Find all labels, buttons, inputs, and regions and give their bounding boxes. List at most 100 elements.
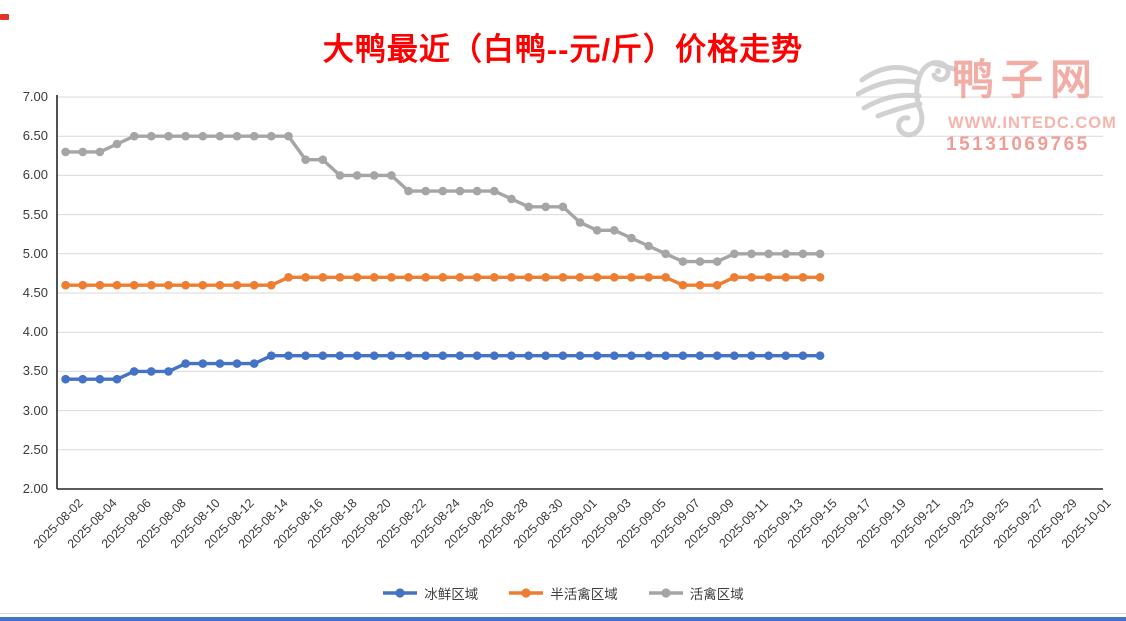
- series-point-冰鲜区域: [695, 351, 705, 361]
- series-point-冰鲜区域: [404, 351, 413, 361]
- series-point-冰鲜区域: [627, 351, 636, 361]
- series-point-半活禽区域: [575, 273, 585, 282]
- series-point-冰鲜区域: [507, 351, 516, 361]
- series-point-冰鲜区域: [490, 351, 499, 361]
- bottom-blue-bar: [0, 617, 1126, 621]
- series-point-活禽区域: [472, 186, 482, 196]
- series-point-半活禽区域: [129, 280, 139, 290]
- series-point-半活禽区域: [335, 273, 345, 282]
- series-point-冰鲜区域: [644, 351, 653, 361]
- series-point-半活禽区域: [284, 273, 293, 282]
- series-point-活禽区域: [421, 186, 431, 196]
- series-point-冰鲜区域: [147, 367, 156, 376]
- series-point-半活禽区域: [455, 273, 465, 282]
- series-point-活禽区域: [678, 257, 688, 266]
- series-point-冰鲜区域: [610, 351, 619, 361]
- series-point-冰鲜区域: [129, 367, 139, 376]
- series-point-半活禽区域: [627, 273, 636, 282]
- series-point-冰鲜区域: [352, 351, 362, 361]
- legend-item-活禽区域: 活禽区域: [648, 583, 744, 603]
- series-point-冰鲜区域: [661, 351, 670, 361]
- series-point-活禽区域: [695, 257, 705, 266]
- series-point-半活禽区域: [369, 273, 379, 282]
- series-point-活禽区域: [404, 186, 413, 196]
- series-point-活禽区域: [198, 131, 208, 141]
- series-point-冰鲜区域: [455, 351, 465, 361]
- y-axis-label: 4.50: [22, 285, 48, 300]
- series-point-冰鲜区域: [61, 374, 70, 384]
- y-axis-label: 6.00: [22, 167, 48, 183]
- corner-red-mark: [0, 14, 9, 20]
- series-point-半活禽区域: [301, 273, 310, 282]
- series-point-半活禽区域: [147, 280, 156, 290]
- series-point-活禽区域: [438, 186, 448, 196]
- y-axis-label: 4.00: [22, 324, 48, 340]
- series-point-半活禽区域: [387, 273, 396, 282]
- series-point-活禽区域: [747, 249, 756, 259]
- series-point-冰鲜区域: [284, 351, 293, 361]
- series-point-半活禽区域: [781, 273, 791, 282]
- series-point-活禽区域: [627, 233, 636, 243]
- series-point-活禽区域: [558, 202, 568, 212]
- series-point-活禽区域: [335, 171, 345, 180]
- legend-marker-icon: [509, 588, 544, 598]
- series-point-冰鲜区域: [592, 351, 602, 361]
- series-point-半活禽区域: [764, 273, 773, 282]
- series-point-冰鲜区域: [764, 351, 773, 361]
- series-point-冰鲜区域: [421, 351, 431, 361]
- series-point-冰鲜区域: [438, 351, 448, 361]
- series-point-活禽区域: [507, 194, 516, 204]
- series-line-活禽区域: [65, 134, 821, 264]
- series-point-活禽区域: [455, 186, 465, 196]
- legend-label: 半活禽区域: [550, 587, 618, 602]
- series-point-半活禽区域: [815, 273, 825, 282]
- series-point-活禽区域: [644, 241, 653, 251]
- series-point-半活禽区域: [472, 273, 482, 282]
- series-point-半活禽区域: [95, 280, 105, 290]
- series-point-半活禽区域: [61, 280, 70, 290]
- series-point-半活禽区域: [592, 273, 602, 282]
- series-point-半活禽区域: [541, 273, 550, 282]
- series-point-活禽区域: [815, 249, 825, 259]
- series-point-半活禽区域: [644, 273, 653, 282]
- series-point-活禽区域: [490, 186, 499, 196]
- y-axis-label: 5.00: [22, 245, 48, 261]
- legend-label: 活禽区域: [689, 587, 744, 602]
- series-point-冰鲜区域: [747, 351, 756, 361]
- series-point-活禽区域: [781, 249, 791, 259]
- y-axis-label: 7.00: [22, 89, 48, 104]
- series-point-冰鲜区域: [369, 351, 379, 361]
- series-point-半活禽区域: [678, 280, 688, 290]
- series-point-半活禽区域: [164, 280, 173, 290]
- series-point-半活禽区域: [661, 273, 670, 282]
- y-axis-label: 6.50: [22, 128, 48, 144]
- y-axis-label: 2.00: [22, 481, 48, 496]
- series-point-冰鲜区域: [558, 351, 568, 361]
- series-point-活禽区域: [147, 131, 156, 141]
- series-point-半活禽区域: [712, 280, 722, 290]
- series-point-活禽区域: [524, 202, 533, 212]
- y-axis-label: 2.50: [22, 441, 48, 457]
- series-point-半活禽区域: [524, 273, 533, 282]
- series-point-活禽区域: [661, 249, 670, 259]
- series-point-半活禽区域: [798, 273, 808, 282]
- series-point-活禽区域: [592, 226, 602, 235]
- series-point-半活禽区域: [112, 280, 122, 290]
- series-point-冰鲜区域: [541, 351, 550, 361]
- legend-marker-icon: [648, 588, 683, 598]
- series-point-半活禽区域: [695, 280, 705, 290]
- series-point-半活禽区域: [198, 280, 208, 290]
- series-point-冰鲜区域: [712, 351, 722, 361]
- series-point-活禽区域: [181, 131, 190, 141]
- series-point-活禽区域: [798, 249, 808, 259]
- series-point-活禽区域: [318, 155, 328, 164]
- series-point-半活禽区域: [438, 273, 448, 282]
- series-point-活禽区域: [352, 171, 362, 180]
- series-point-活禽区域: [61, 147, 70, 157]
- series-point-半活禽区域: [730, 273, 739, 282]
- legend-item-半活禽区域: 半活禽区域: [508, 583, 618, 603]
- series-point-冰鲜区域: [95, 374, 105, 384]
- series-point-半活禽区域: [404, 273, 413, 282]
- series-point-冰鲜区域: [524, 351, 533, 361]
- legend-marker-icon: [383, 588, 418, 598]
